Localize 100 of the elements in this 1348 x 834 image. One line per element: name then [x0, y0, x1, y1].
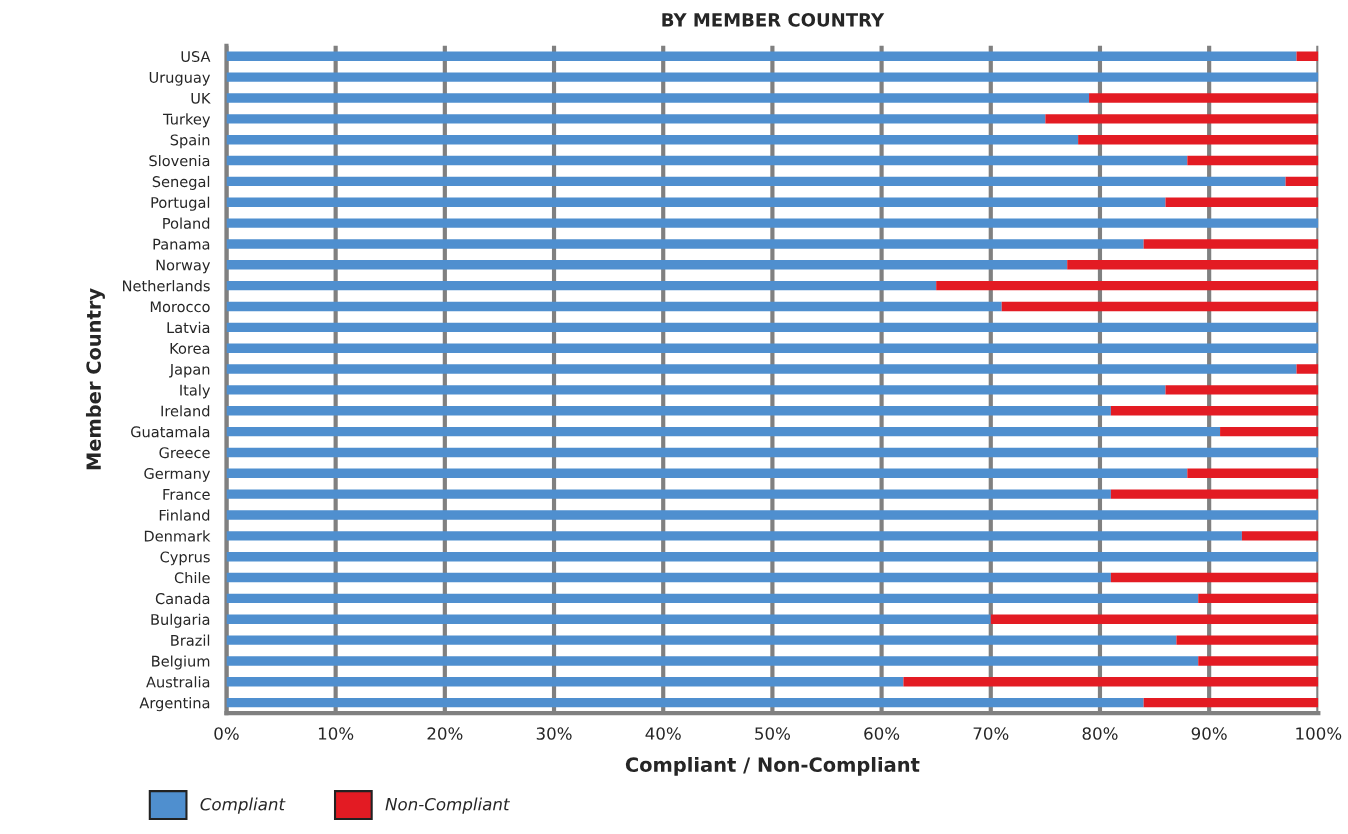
bar: [1089, 93, 1319, 103]
bar: [226, 93, 1090, 103]
y-tick-label: Brazil: [171, 634, 210, 646]
y-tick-label: Latvia: [167, 321, 210, 334]
bar: [226, 135, 1079, 145]
y-tick-label: France: [163, 489, 210, 500]
bar: [1220, 426, 1319, 437]
y-tick-label: Slovenia: [149, 155, 210, 167]
y-tick-label: Guatamala: [131, 426, 210, 438]
x-tick-label: 70%: [973, 727, 1009, 740]
y-tick-label: Spain: [170, 134, 210, 149]
x-tick-label: 100%: [1296, 727, 1342, 740]
y-tick-label: Japan: [169, 363, 210, 378]
y-tick-label: Korea: [170, 343, 210, 354]
bar: [226, 593, 1199, 604]
bar: [226, 677, 904, 687]
bar: [226, 385, 1166, 395]
bar: [1165, 197, 1319, 207]
bar: [1187, 155, 1319, 166]
x-tick-label: 30%: [536, 727, 572, 740]
bar: [226, 406, 1111, 416]
y-tick-label: Argentina: [139, 697, 210, 712]
bar: [1198, 656, 1319, 666]
y-tick-label: Netherlands: [123, 280, 210, 292]
bar: [226, 197, 1166, 207]
y-tick-label: Poland: [163, 217, 210, 229]
bar: [1285, 176, 1319, 187]
y-tick-label: Uruguay: [149, 72, 211, 86]
bar: [226, 635, 1177, 645]
x-tick-label: 10%: [318, 727, 354, 740]
y-tick-label: Chile: [174, 572, 210, 584]
y-tick-label: Bulgaria: [151, 613, 210, 628]
bar: [1143, 697, 1319, 708]
y-tick-label: Germany: [144, 468, 211, 482]
bar: [1165, 385, 1319, 395]
bar: [226, 155, 1188, 166]
y-axis-title: Member Country: [85, 288, 105, 470]
y-tick-label: Italy: [180, 384, 211, 399]
y-tick-label: Turkey: [162, 113, 211, 128]
bar: [1110, 406, 1319, 416]
bar: [1241, 531, 1319, 541]
bar: [226, 301, 1002, 312]
x-tick-label: 20%: [427, 727, 463, 740]
y-tick-label: Denmark: [144, 530, 211, 542]
y-tick-label: USA: [181, 51, 211, 63]
bar: [226, 114, 1046, 124]
bar: [1176, 635, 1319, 645]
bar: [226, 260, 1068, 270]
bar: [226, 614, 991, 624]
y-tick-label: Senegal: [152, 175, 210, 190]
bar: [226, 510, 1319, 520]
bar: [226, 468, 1188, 478]
legend-label: Compliant: [200, 797, 286, 814]
y-tick-label: Canada: [155, 592, 210, 605]
bar: [1001, 301, 1319, 312]
x-axis-title: Compliant / Non-Compliant: [625, 756, 920, 776]
x-tick-label: 90%: [1191, 727, 1227, 740]
bar: [1067, 260, 1319, 270]
bar: [226, 72, 1319, 82]
x-tick-label: 80%: [1082, 727, 1118, 740]
bar: [1198, 593, 1319, 604]
y-tick-label: Morocco: [150, 301, 210, 313]
bar: [226, 51, 1297, 61]
bar: [1187, 468, 1319, 478]
bar: [226, 322, 1319, 333]
bar: [226, 280, 937, 291]
bar: [226, 447, 1319, 458]
bar: [226, 531, 1242, 541]
y-tick-label: Australia: [146, 676, 210, 688]
bar: [1045, 114, 1319, 124]
x-tick-label: 50%: [755, 727, 791, 740]
bar: [226, 176, 1286, 187]
bar: [1078, 135, 1319, 145]
bar: [936, 280, 1319, 291]
bar: [226, 426, 1221, 437]
x-tick-label: 60%: [864, 727, 900, 740]
bar: [226, 239, 1144, 249]
y-tick-label: Belgium: [152, 655, 210, 670]
bar: [990, 614, 1319, 624]
bar: [226, 489, 1111, 499]
legend-label: Non-Compliant: [385, 797, 510, 814]
y-tick-label: Cyprus: [160, 551, 210, 566]
y-tick-label: Panama: [153, 238, 210, 250]
bar: [1110, 572, 1319, 583]
y-tick-label: Norway: [156, 259, 211, 274]
bar: [226, 656, 1199, 666]
bar: [903, 677, 1319, 687]
bar: [226, 572, 1111, 583]
bar: [226, 552, 1319, 562]
y-tick-label: Portugal: [151, 196, 210, 211]
bar: [1296, 364, 1319, 374]
y-tick-label: Ireland: [161, 405, 210, 417]
bar: [226, 364, 1297, 374]
bar: [226, 218, 1319, 228]
bar: [226, 343, 1319, 353]
y-tick-label: UK: [191, 92, 211, 104]
y-tick-label: Greece: [159, 447, 210, 459]
x-tick-label: 40%: [645, 727, 681, 740]
bar: [1110, 489, 1319, 499]
bar: [1143, 239, 1319, 249]
